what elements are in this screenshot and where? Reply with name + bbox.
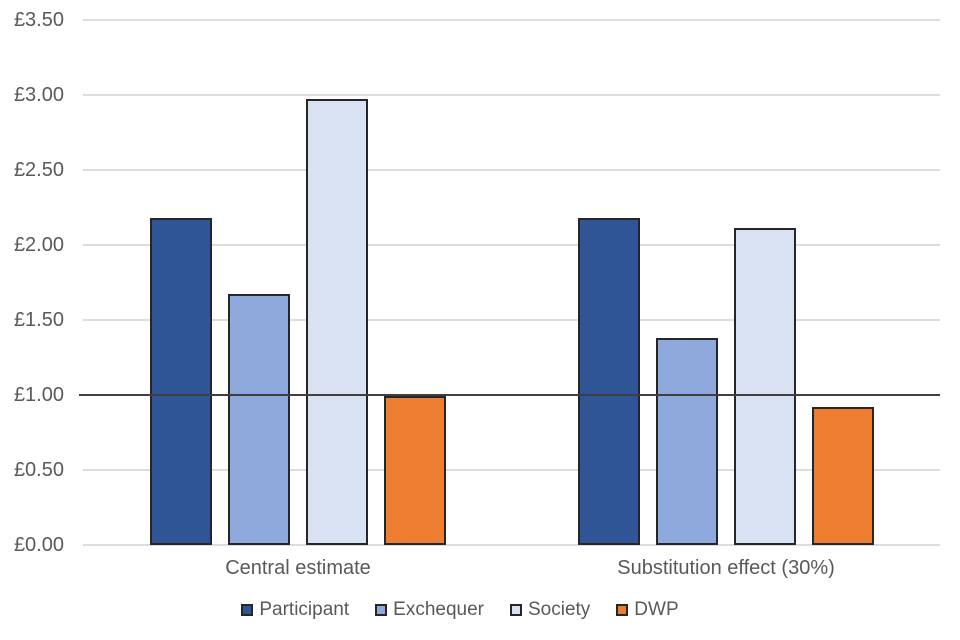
y-tick-label: £1.00 (13, 384, 64, 406)
gridline (83, 244, 940, 246)
bar-dwp-0 (384, 396, 446, 545)
y-tick-label: £0.50 (13, 459, 64, 481)
y-tick-label: £2.00 (13, 234, 64, 256)
legend-swatch-exchequer (375, 604, 388, 616)
legend-label: Society (527, 599, 591, 620)
gridline (83, 319, 940, 321)
legend-item-participant: Participant (241, 599, 349, 621)
legend: Participant Exchequer Society DWP (0, 597, 920, 623)
bar-exchequer-0 (228, 294, 290, 545)
legend-swatch-society (509, 604, 522, 616)
bar-group-central-estimate (150, 20, 446, 545)
gridline (83, 544, 940, 546)
y-tick-label: £1.50 (13, 309, 64, 331)
legend-swatch-dwp (616, 604, 629, 616)
gridline (83, 19, 940, 21)
bar-group-substitution-effect (578, 20, 874, 545)
y-tick-label: £3.00 (13, 84, 64, 106)
legend-item-exchequer: Exchequer (375, 599, 484, 621)
legend-swatch-participant (241, 604, 254, 616)
legend-item-society: Society (509, 599, 591, 621)
x-axis-label-substitution-effect: Substitution effect (30%) (617, 557, 835, 579)
y-tick-label: £3.50 (13, 9, 64, 31)
legend-label: Participant (259, 599, 350, 620)
bar-society-1 (734, 228, 796, 545)
gridline (83, 169, 940, 171)
gridline (83, 94, 940, 96)
bar-society-0 (306, 99, 368, 545)
legend-label: Exchequer (393, 599, 484, 620)
bar-participant-1 (578, 218, 640, 545)
plot-area (79, 19, 940, 546)
legend-label: DWP (634, 599, 679, 620)
bar-dwp-1 (812, 407, 874, 545)
legend-item-dwp: DWP (616, 599, 679, 621)
y-tick-label: £2.50 (13, 159, 64, 181)
x-axis-label-central-estimate: Central estimate (225, 557, 371, 579)
break-even-reference-line (79, 394, 940, 396)
bar-participant-0 (150, 218, 212, 545)
gridline (83, 469, 940, 471)
bar-exchequer-1 (656, 338, 718, 545)
y-tick-label: £0.00 (13, 534, 64, 556)
